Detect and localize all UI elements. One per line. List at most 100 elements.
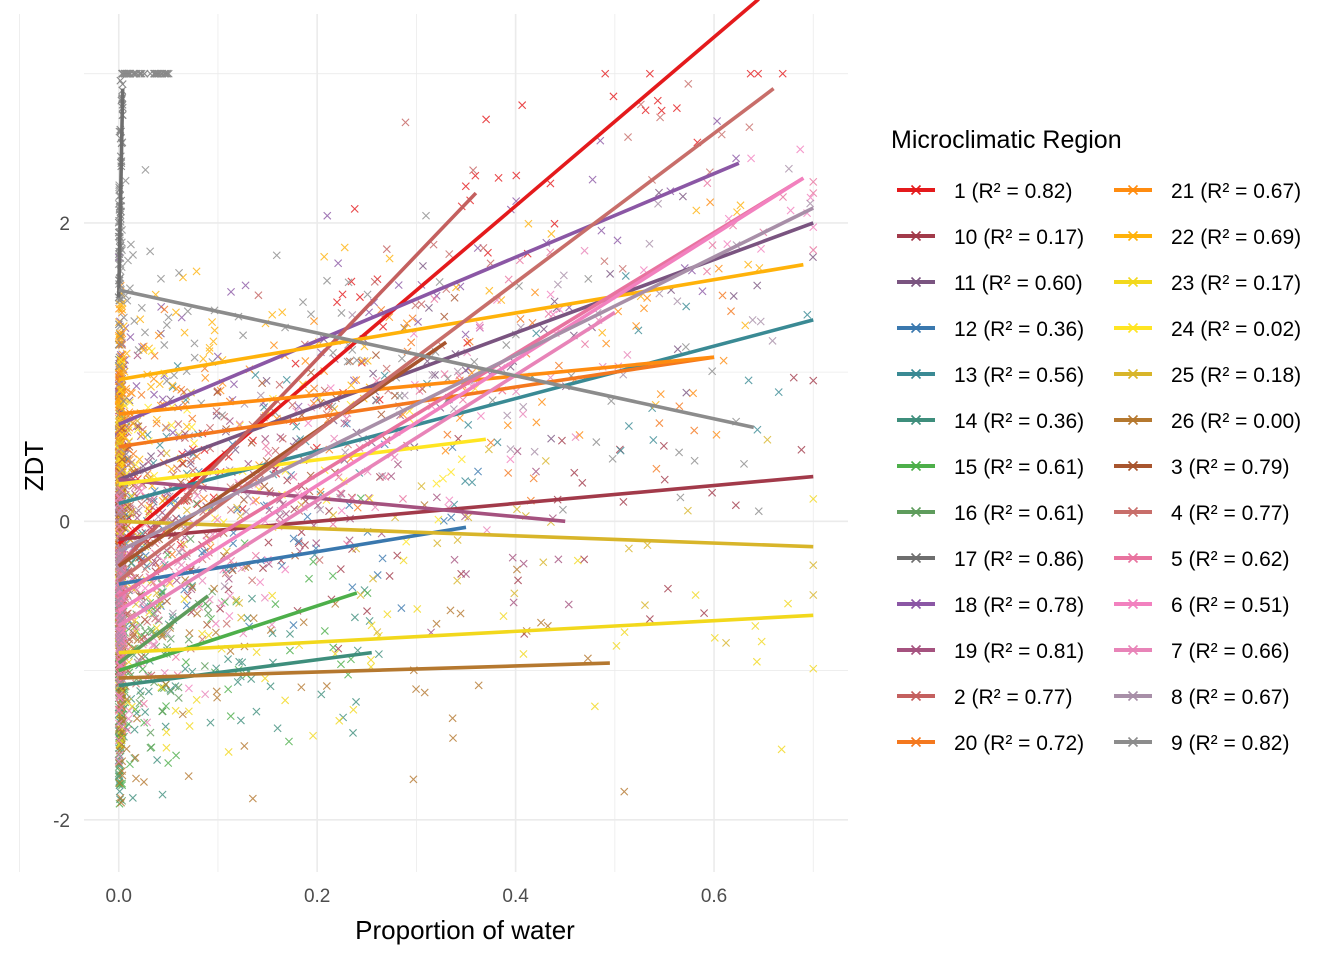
data-point	[744, 260, 753, 269]
data-point	[757, 244, 765, 253]
data-point	[484, 445, 493, 454]
data-point	[754, 507, 763, 516]
data-point	[301, 357, 310, 366]
data-point	[514, 576, 523, 585]
fit-line	[118, 591, 358, 673]
data-point	[187, 585, 196, 594]
legend-key-marker	[910, 414, 922, 426]
data-point	[203, 602, 212, 611]
data-point	[350, 204, 359, 213]
data-point	[172, 751, 181, 760]
data-point	[397, 354, 406, 363]
data-point	[247, 594, 256, 603]
data-point	[713, 117, 722, 126]
data-point	[643, 541, 652, 550]
data-point	[439, 474, 447, 483]
data-point	[329, 348, 338, 357]
data-point	[193, 491, 202, 500]
legend-key-marker	[910, 322, 922, 334]
data-point	[199, 494, 208, 503]
fit-line	[117, 206, 815, 553]
data-point	[309, 557, 318, 566]
data-point	[222, 619, 231, 628]
data-point	[256, 578, 265, 587]
data-point	[179, 459, 188, 468]
data-point	[144, 504, 153, 513]
data-point	[213, 515, 222, 524]
x-tick-label: 0.2	[304, 886, 330, 907]
data-point	[157, 69, 166, 78]
data-point	[289, 534, 298, 543]
data-point	[336, 565, 345, 574]
data-point	[288, 401, 297, 410]
data-point	[161, 69, 170, 78]
data-point	[116, 386, 125, 395]
data-point	[363, 607, 372, 616]
data-point	[334, 259, 343, 268]
data-point	[457, 455, 466, 464]
data-point	[233, 505, 242, 514]
legend-label: 6 (R² = 0.51)	[1171, 594, 1289, 617]
data-point	[114, 705, 123, 714]
data-point	[465, 337, 474, 346]
data-point	[411, 301, 420, 310]
fit-line	[118, 474, 814, 542]
data-point	[809, 591, 818, 599]
data-point	[808, 253, 817, 262]
data-point	[116, 529, 125, 538]
data-point	[132, 774, 141, 783]
data-point	[125, 423, 134, 432]
data-point	[117, 465, 126, 474]
data-point	[264, 538, 273, 547]
data-point	[447, 513, 456, 522]
data-point	[751, 622, 760, 630]
data-point	[233, 503, 242, 512]
data-point	[114, 597, 123, 606]
data-point	[252, 707, 261, 716]
data-point	[516, 314, 525, 323]
data-point	[440, 370, 449, 379]
legend-key-marker	[1127, 368, 1139, 380]
data-point	[294, 402, 303, 411]
data-point	[763, 435, 772, 444]
data-point	[731, 501, 740, 510]
data-point	[177, 560, 186, 569]
data-point	[570, 468, 579, 477]
data-point	[127, 389, 136, 398]
data-point	[154, 331, 163, 340]
data-point	[539, 558, 548, 567]
data-point	[204, 609, 213, 618]
data-point	[276, 433, 285, 442]
data-point	[373, 628, 382, 637]
data-point	[278, 308, 287, 317]
data-point	[482, 526, 491, 535]
data-point	[573, 556, 582, 565]
data-point	[475, 321, 484, 330]
data-point	[209, 337, 218, 346]
data-point	[445, 250, 454, 259]
data-point	[151, 69, 160, 78]
data-point	[382, 245, 391, 254]
data-point	[124, 426, 133, 435]
data-point	[446, 606, 455, 615]
data-point	[504, 468, 513, 477]
data-point	[289, 621, 298, 630]
data-point	[117, 798, 126, 807]
data-point	[784, 599, 793, 608]
data-point	[220, 582, 229, 591]
data-point	[541, 456, 550, 465]
data-point	[247, 438, 256, 447]
data-point	[348, 583, 357, 592]
data-point	[554, 361, 563, 370]
data-point	[377, 410, 386, 419]
data-point	[152, 415, 161, 424]
data-point	[464, 513, 473, 522]
data-point	[655, 289, 664, 298]
data-point	[519, 649, 528, 658]
legend-key-marker	[1127, 598, 1139, 610]
data-point	[141, 627, 150, 636]
data-point	[675, 402, 684, 411]
legend-item: 12 (R² = 0.36)	[897, 318, 1084, 341]
data-point	[115, 628, 124, 637]
data-point	[803, 310, 812, 319]
